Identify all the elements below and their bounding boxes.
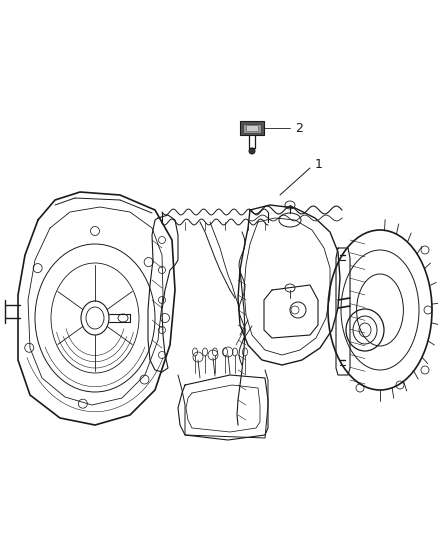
- FancyBboxPatch shape: [246, 125, 258, 131]
- FancyBboxPatch shape: [240, 121, 264, 135]
- Text: 2: 2: [295, 122, 303, 134]
- Text: 1: 1: [315, 158, 323, 172]
- FancyBboxPatch shape: [243, 124, 261, 133]
- Circle shape: [249, 148, 255, 154]
